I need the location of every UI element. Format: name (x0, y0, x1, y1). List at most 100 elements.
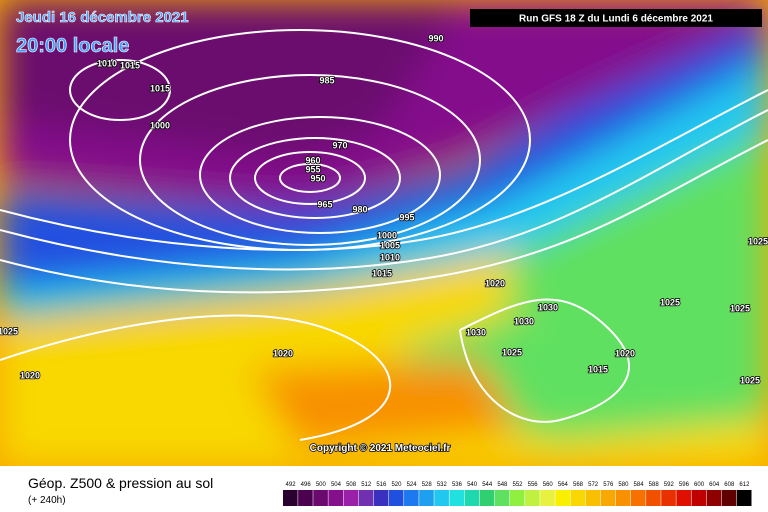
isobar-label: 995 (399, 212, 414, 222)
scale-label: 572 (588, 482, 599, 488)
scale-label: 592 (664, 482, 675, 488)
scale-cell (600, 490, 616, 506)
scale-cell (298, 490, 313, 506)
scale-cell (358, 490, 374, 506)
scale-cell (525, 490, 540, 506)
scale-cell (630, 490, 646, 506)
scale-label: 576 (603, 482, 614, 488)
scale-cell (404, 490, 419, 506)
scale-label: 588 (649, 482, 660, 488)
scale-label: 608 (724, 482, 735, 488)
isobar-label: 985 (319, 75, 334, 85)
scale-cell (343, 490, 359, 506)
scale-cell (555, 490, 570, 506)
isobar-label: 965 (317, 199, 332, 209)
isobar-label: 1015 (150, 83, 170, 93)
isobar-label: 1010 (97, 58, 117, 68)
scale-cell (283, 490, 298, 506)
isobar-label: 1020 (20, 370, 40, 380)
isobar-label: 1020 (485, 278, 505, 288)
scale-cell (706, 490, 722, 506)
scale-cell (676, 490, 691, 506)
scale-label: 552 (512, 482, 523, 488)
scale-cell (509, 490, 525, 506)
isobars (0, 29, 768, 441)
scale-cell (736, 490, 752, 506)
scale-cell (721, 490, 737, 506)
scale-cell (479, 490, 495, 506)
isobar-label: 1015 (120, 60, 140, 70)
isobar-label: 980 (352, 204, 367, 214)
scale-cell (585, 490, 601, 506)
isobar-label: 990 (428, 33, 443, 43)
scale-cell (464, 490, 480, 506)
scale-label: 528 (422, 482, 433, 488)
scale-label: 520 (391, 482, 402, 488)
scale-label: 516 (376, 482, 387, 488)
run-box (470, 9, 762, 27)
scale-label: 504 (331, 482, 342, 488)
isobar-label: 960 (305, 155, 320, 165)
copyright: Copyright © 2021 Meteociel.fr (310, 443, 451, 454)
isobar-label: 1025 (748, 236, 768, 246)
isobar-label: 1015 (588, 364, 608, 374)
scale-label: 560 (543, 482, 554, 488)
isobar-label: 950 (310, 173, 325, 183)
isobar-label: 1015 (372, 268, 392, 278)
scale-label: 532 (437, 482, 448, 488)
scale-label: 536 (452, 482, 463, 488)
scale-label: 524 (407, 482, 418, 488)
isobar-label: 955 (305, 164, 320, 174)
scale-cell (373, 490, 389, 506)
isobar-label: 970 (332, 140, 347, 150)
scale-cell (691, 490, 707, 506)
legend-title: Géop. Z500 & pression au sol (28, 475, 213, 491)
isobar-label: 1030 (538, 302, 558, 312)
scale-cell (646, 490, 661, 506)
scale-label: 496 (301, 482, 312, 488)
scale-label: 540 (467, 482, 478, 488)
scale-cell (388, 490, 404, 506)
scale-cell (615, 490, 631, 506)
isobar-label: 1010 (380, 252, 400, 262)
scale-label: 612 (739, 482, 750, 488)
scale-cell (419, 490, 434, 506)
scale-cell (449, 490, 465, 506)
scale-label: 604 (709, 482, 720, 488)
isobar-label: 1020 (273, 348, 293, 358)
scale-label: 508 (346, 482, 357, 488)
isobar-label: 1025 (502, 347, 522, 357)
scale-label: 564 (558, 482, 569, 488)
time: 20:00 locale (16, 35, 129, 57)
scale-label: 548 (497, 482, 508, 488)
scale-cell (494, 490, 510, 506)
isobar-label: 1025 (740, 375, 760, 385)
isobar-label: 1025 (660, 297, 680, 307)
scale-label: 492 (286, 482, 297, 488)
scale-cell (540, 490, 555, 506)
isobar-label: 1025 (0, 326, 18, 336)
scale-cell (434, 490, 449, 506)
scale-label: 568 (573, 482, 584, 488)
isobar-label: 1025 (730, 303, 750, 313)
isobar-label: 1005 (380, 240, 400, 250)
scale-cell (570, 490, 586, 506)
isobar-label: 1000 (377, 230, 397, 240)
scale-label: 600 (694, 482, 705, 488)
isobar-label: 1030 (466, 327, 486, 337)
scale-label: 512 (361, 482, 372, 488)
map-background (0, 0, 768, 466)
scale-cell (328, 490, 344, 506)
scale-label: 556 (528, 482, 539, 488)
legend-subtitle: (+ 240h) (28, 495, 66, 506)
scale-label: 580 (618, 482, 629, 488)
scale-label: 596 (679, 482, 690, 488)
date: Jeudi 16 décembre 2021 (16, 9, 189, 26)
scale-label: 584 (634, 482, 645, 488)
scale-cell (661, 490, 676, 506)
scale-label: 544 (482, 482, 493, 488)
run-info: Run GFS 18 Z du Lundi 6 décembre 2021 (519, 14, 713, 25)
isobar-label: 1000 (150, 120, 170, 130)
scale-label: 500 (316, 482, 327, 488)
